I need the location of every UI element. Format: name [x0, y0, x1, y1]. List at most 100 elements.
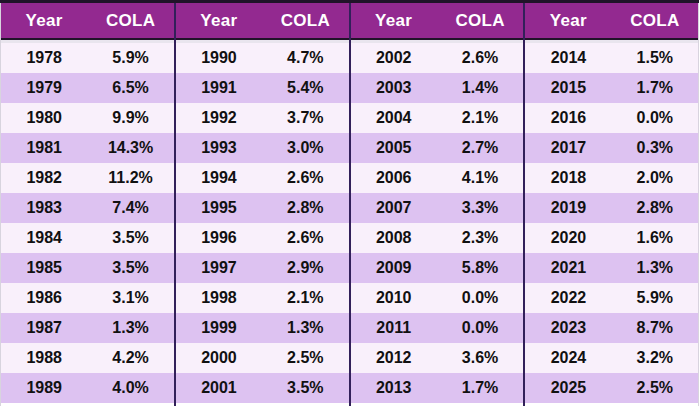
year-cell: 1980 — [1, 109, 87, 127]
cola-cell: 0.3% — [612, 139, 698, 157]
table-row: 20211.3% — [525, 253, 698, 283]
year-cell: 2004 — [351, 109, 437, 127]
cola-cell: 2.6% — [437, 49, 523, 67]
table-row: 19972.9% — [176, 253, 349, 283]
table-row: 19904.7% — [176, 43, 349, 73]
table-row: 20123.6% — [351, 343, 524, 373]
year-cell: 2000 — [176, 349, 262, 367]
table-row: 19982.1% — [176, 283, 349, 313]
year-column-header: Year — [525, 11, 611, 31]
table-row: 20182.0% — [525, 163, 698, 193]
table-row: 19952.8% — [176, 193, 349, 223]
table-row: 19863.1% — [1, 283, 174, 313]
cola-cell: 1.3% — [612, 259, 698, 277]
table-row: 198211.2% — [1, 163, 174, 193]
table-row: 19923.7% — [176, 103, 349, 133]
table-row: 19853.5% — [1, 253, 174, 283]
table-row: 19843.5% — [1, 223, 174, 253]
table-row: 20225.9% — [525, 283, 698, 313]
cola-cell: 3.2% — [612, 349, 698, 367]
year-cell: 2010 — [351, 289, 437, 307]
cola-cell: 3.3% — [437, 199, 523, 217]
cola-cell: 1.5% — [612, 49, 698, 67]
cola-cell: 2.5% — [612, 379, 698, 397]
cola-cell: 0.0% — [612, 109, 698, 127]
year-cell: 1988 — [1, 349, 87, 367]
year-cell: 1992 — [176, 109, 262, 127]
year-cell: 2022 — [525, 289, 611, 307]
year-cell: 1991 — [176, 79, 262, 97]
table-row: 198114.3% — [1, 133, 174, 163]
table-row: 19894.0% — [1, 373, 174, 403]
year-cell: 2018 — [525, 169, 611, 187]
table-row: 20201.6% — [525, 223, 698, 253]
table-row: 20031.4% — [351, 73, 524, 103]
year-cell: 2015 — [525, 79, 611, 97]
cola-cell: 2.9% — [262, 259, 348, 277]
cola-cell: 2.3% — [437, 229, 523, 247]
cola-cell: 3.5% — [262, 379, 348, 397]
table-row: 20073.3% — [351, 193, 524, 223]
year-cell: 2019 — [525, 199, 611, 217]
table-row: 19962.6% — [176, 223, 349, 253]
cola-cell: 0.0% — [437, 289, 523, 307]
cola-cell: 2.1% — [262, 289, 348, 307]
cola-cell: 2.1% — [437, 109, 523, 127]
year-cell: 1995 — [176, 199, 262, 217]
year-cell: 1982 — [1, 169, 87, 187]
year-cell: 2005 — [351, 139, 437, 157]
year-cell: 1978 — [1, 49, 87, 67]
cola-cell: 2.8% — [262, 199, 348, 217]
cola-cell: 2.7% — [437, 139, 523, 157]
table-row: 20110.0% — [351, 313, 524, 343]
cola-cell: 0.0% — [437, 319, 523, 337]
cola-history-table: YearCOLA19785.9%19796.5%19809.9%198114.3… — [0, 0, 699, 406]
year-cell: 1994 — [176, 169, 262, 187]
table-row: 19837.4% — [1, 193, 174, 223]
year-cell: 2007 — [351, 199, 437, 217]
year-cell: 1999 — [176, 319, 262, 337]
cola-cell: 5.9% — [87, 49, 173, 67]
cola-cell: 2.8% — [612, 199, 698, 217]
year-cell: 2006 — [351, 169, 437, 187]
cola-cell: 3.0% — [262, 139, 348, 157]
cola-cell: 3.7% — [262, 109, 348, 127]
year-cell: 1990 — [176, 49, 262, 67]
year-cell: 2013 — [351, 379, 437, 397]
table-row: 20170.3% — [525, 133, 698, 163]
header-row: YearCOLA — [176, 3, 349, 40]
year-cell: 1983 — [1, 199, 87, 217]
cola-column-header: COLA — [612, 11, 698, 31]
year-cell: 1984 — [1, 229, 87, 247]
year-cell: 1996 — [176, 229, 262, 247]
table-row: 20082.3% — [351, 223, 524, 253]
table-row: 19809.9% — [1, 103, 174, 133]
header-row: YearCOLA — [351, 3, 524, 40]
table-row: 20238.7% — [525, 313, 698, 343]
table-row: 19933.0% — [176, 133, 349, 163]
cola-cell: 3.5% — [87, 229, 173, 247]
cola-cell: 4.0% — [87, 379, 173, 397]
year-cell: 1993 — [176, 139, 262, 157]
cola-cell: 2.6% — [262, 229, 348, 247]
year-column-header: Year — [1, 11, 87, 31]
cola-cell: 5.9% — [612, 289, 698, 307]
table-row: 20160.0% — [525, 103, 698, 133]
table-row: 20243.2% — [525, 343, 698, 373]
table-row: 20095.8% — [351, 253, 524, 283]
table-row: 20064.1% — [351, 163, 524, 193]
column-group-1: YearCOLA19785.9%19796.5%19809.9%198114.3… — [0, 3, 174, 406]
table-row: 20151.7% — [525, 73, 698, 103]
year-cell: 1981 — [1, 139, 87, 157]
table-row: 19884.2% — [1, 343, 174, 373]
cola-cell: 4.7% — [262, 49, 348, 67]
column-group-3: YearCOLA20022.6%20031.4%20042.1%20052.7%… — [349, 3, 524, 406]
cola-column-header: COLA — [262, 11, 348, 31]
cola-cell: 1.3% — [262, 319, 348, 337]
cola-cell: 3.5% — [87, 259, 173, 277]
year-cell: 2012 — [351, 349, 437, 367]
year-column-header: Year — [351, 11, 437, 31]
cola-cell: 4.2% — [87, 349, 173, 367]
table-row: 19785.9% — [1, 43, 174, 73]
year-cell: 2011 — [351, 319, 437, 337]
